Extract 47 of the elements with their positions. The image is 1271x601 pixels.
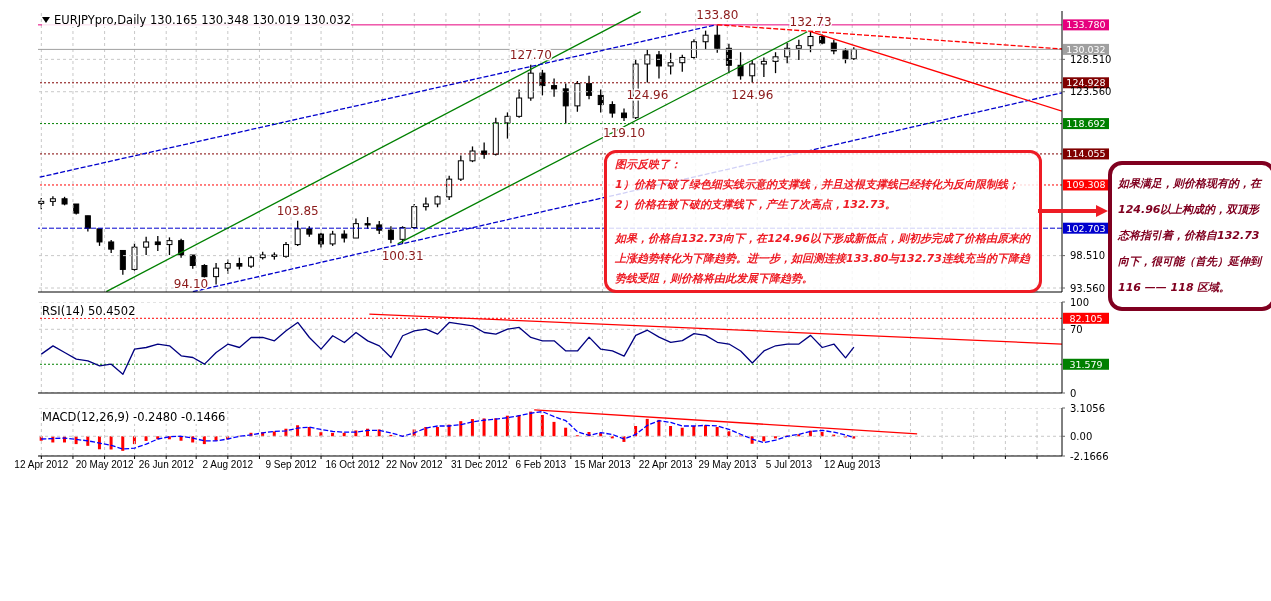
annotation: 103.85: [276, 203, 319, 218]
text: 如果满足，则价格现有的，在124.96以上构成的，双顶形态将指引着，价格自132.73向下，很可能（首先）延伸到116 —— 118 区域。: [1108, 161, 1271, 311]
annotation: 图示反映了：: [615, 157, 682, 173]
y-tick-label: 128.510: [1070, 53, 1112, 65]
y-tick-label: 0.00: [1070, 430, 1093, 442]
ref-line-label: 109.308: [1066, 179, 1106, 191]
x-tick-label: 15 Mar 2013: [574, 459, 631, 471]
y-tick-label: 70: [1070, 323, 1083, 335]
annotation: 127.70: [509, 47, 552, 62]
x-tick-label: 6 Feb 2013: [515, 459, 567, 471]
ref-line-label: 31.579: [1069, 358, 1103, 370]
ref-line-label: 118.692: [1066, 118, 1106, 130]
y-tick-label: 93.560: [1070, 282, 1105, 294]
ref-line-label: 82.105: [1069, 312, 1103, 324]
x-tick-label: 22 Apr 2013: [638, 459, 694, 471]
y-tick-label: 98.510: [1070, 250, 1105, 262]
x-tick-label: 12 Apr 2012: [14, 459, 69, 471]
annotation: 如果，价格自132.73向下，在124.96以下形成新低点，则初步完成了价格由原来的上涨趋势转化为下降趋势。进一步，如回测连接133.80与132.73连线充当的下降趋势线受阻，则价格将由此发展下降趋势。: [615, 231, 1031, 287]
ref-line-label: 114.055: [1066, 148, 1106, 160]
annotation: 100.31: [381, 248, 424, 263]
x-tick-label: 22 Nov 2012: [385, 459, 444, 471]
x-tick-label: 16 Oct 2012: [325, 459, 381, 471]
ref-line-label: 102.703: [1066, 222, 1106, 234]
y-tick-label: 100: [1070, 296, 1090, 308]
y-tick-label: 0: [1070, 387, 1077, 399]
ref-line-label: 133.780: [1066, 19, 1106, 31]
y-tick-label: -2.1666: [1070, 450, 1109, 462]
annotation: 124.96: [731, 87, 774, 102]
x-tick-label: 26 Jun 2012: [138, 459, 195, 471]
x-tick-label: 20 May 2012: [75, 459, 134, 471]
x-tick-label: 31 Dec 2012: [450, 459, 509, 471]
y-tick-label: 123.560: [1070, 86, 1112, 98]
x-tick-label: 2 Aug 2012: [202, 459, 254, 471]
x-tick-label: 29 May 2013: [698, 459, 757, 471]
chart-title: RSI(14) 50.4502: [42, 304, 136, 318]
ref-line-label: 130.032: [1066, 43, 1106, 55]
x-tick-label: 9 Sep 2012: [265, 459, 318, 471]
ref-line-label: 124.928: [1066, 77, 1106, 89]
chart-title: EURJPYpro,Daily 130.165 130.348 130.019 130.032: [54, 13, 352, 27]
chart-title: MACD(12,26,9) -0.2480 -0.1466: [42, 410, 226, 424]
annotation: 2）价格在被下破的支撑线下，产生了次高点，132.73。: [615, 197, 898, 213]
annotation: 1）价格下破了绿色细实线示意的支撑线，并且这根支撑线已经转化为反向限制线；: [615, 177, 1020, 193]
annotation: 133.80: [696, 7, 739, 22]
annotation: 94.10: [173, 277, 209, 292]
x-tick-label: 12 Aug 2013: [824, 459, 881, 471]
x-tick-label: 5 Jul 2013: [765, 459, 813, 471]
y-tick-label: 3.1056: [1070, 402, 1105, 414]
